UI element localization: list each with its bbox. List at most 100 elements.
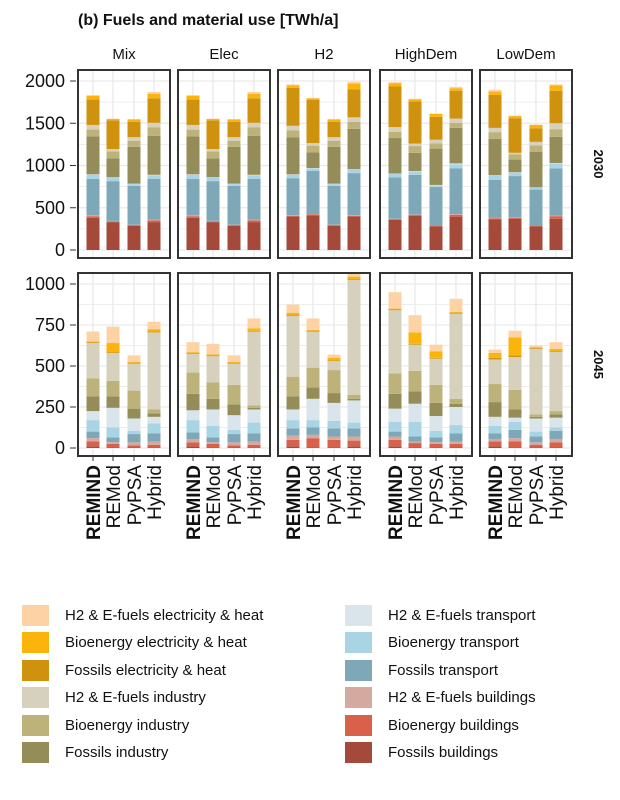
y-axes: 0 500 1000 1500 2000 0 250 500 750 1000 xyxy=(25,71,76,458)
bar-segment-hybrid-bioenergy-electricity-heat xyxy=(449,88,463,91)
bar-segment-remod-bioenergy-industry xyxy=(408,370,422,392)
bar-segment-remind-bioenergy-industry xyxy=(388,131,402,139)
bar-segment-remod-bioenergy-buildings xyxy=(306,438,320,448)
legend-swatch xyxy=(345,714,372,736)
bar-segment-hybrid-bioenergy-transport xyxy=(247,175,261,180)
bar-segment-hybrid-bioenergy-industry xyxy=(449,398,463,404)
bar-segment-pypsa-fossils-industry xyxy=(327,393,341,403)
x-tick-label-remod: REMod xyxy=(104,465,125,528)
bar-segment-pypsa-bioenergy-buildings xyxy=(127,225,141,226)
bar-segment-hybrid-h2-e-fuels-electricity-heat xyxy=(449,298,463,312)
bar-segment-remod-h2-e-fuels-industry xyxy=(206,356,220,383)
bar-segment-remind-fossils-transport xyxy=(286,428,300,436)
bar-segment-remod-bioenergy-electricity-heat xyxy=(106,119,120,121)
year-strips: 2030 2045 xyxy=(591,150,606,379)
bar-segment-remod-bioenergy-electricity-heat xyxy=(206,119,220,121)
legend-swatch xyxy=(22,687,49,708)
bar-segment-hybrid-fossils-transport xyxy=(147,433,161,442)
bar-segment-remod-bioenergy-buildings xyxy=(206,221,220,223)
bar-segment-hybrid-h2-e-fuels-electricity-heat xyxy=(147,91,161,94)
bar-segment-remind-h2-e-fuels-electricity-heat xyxy=(488,89,502,92)
bar-segment-hybrid-fossils-electricity-heat xyxy=(549,90,563,124)
bar-segment-pypsa-h2-e-fuels-industry xyxy=(327,137,341,141)
bar-segment-hybrid-bioenergy-buildings xyxy=(247,444,261,448)
bar-segment-remod-bioenergy-transport xyxy=(106,177,120,182)
facet-panels xyxy=(77,69,573,457)
bar-segment-hybrid-h2-e-fuels-transport xyxy=(449,407,463,426)
bar-segment-hybrid-h2-e-fuels-electricity-heat xyxy=(147,321,161,330)
bar-segment-pypsa-h2-e-fuels-buildings xyxy=(429,442,443,444)
bar-segment-remind-bioenergy-industry xyxy=(86,378,100,397)
bar-segment-hybrid-fossils-industry xyxy=(449,403,463,407)
bar-segment-remod-bioenergy-electricity-heat xyxy=(306,98,320,101)
bar-segment-pypsa-bioenergy-transport xyxy=(429,430,443,438)
bar-segment-remod-bioenergy-buildings xyxy=(306,214,320,216)
legend-label: Bioenergy electricity & heat xyxy=(65,634,247,651)
bar-segment-pypsa-fossils-industry xyxy=(529,151,543,188)
bar-segment-hybrid-h2-e-fuels-buildings xyxy=(449,214,463,215)
bar-segment-remind-fossils-electricity-heat xyxy=(286,87,300,126)
bar-segment-remod-fossils-transport xyxy=(206,181,220,221)
bar-segment-pypsa-bioenergy-industry xyxy=(429,384,443,403)
bar-segment-remod-fossils-transport xyxy=(508,429,522,439)
bar-segment-remind-bioenergy-electricity-heat xyxy=(186,95,200,100)
bar-segment-pypsa-bioenergy-electricity-heat xyxy=(127,361,141,363)
bar-segment-pypsa-bioenergy-industry xyxy=(327,370,341,394)
bar-segment-remod-bioenergy-transport xyxy=(306,168,320,171)
bar-segment-hybrid-fossils-buildings xyxy=(147,447,161,448)
bar-segment-remod-bioenergy-industry xyxy=(106,151,120,159)
bar-segment-remod-h2-e-fuels-industry xyxy=(106,352,120,381)
bar-segment-pypsa-h2-e-fuels-buildings xyxy=(227,442,241,446)
bar-segment-pypsa-h2-e-fuels-electricity-heat xyxy=(327,354,341,358)
bar-segment-hybrid-h2-e-fuels-buildings xyxy=(549,438,563,443)
bar-segment-remod-h2-e-fuels-transport xyxy=(106,407,120,428)
bar-segment-hybrid-bioenergy-electricity-heat xyxy=(549,85,563,91)
bar-segment-pypsa-h2-e-fuels-industry xyxy=(227,137,241,141)
bar-segment-pypsa-bioenergy-buildings xyxy=(227,445,241,448)
bar-segment-remod-bioenergy-transport xyxy=(206,425,220,438)
bar-segment-hybrid-fossils-buildings xyxy=(449,447,463,448)
bar-segment-remind-fossils-transport xyxy=(388,177,402,219)
bar-segment-hybrid-fossils-transport xyxy=(347,428,361,437)
bar-segment-remind-h2-e-fuels-industry xyxy=(286,315,300,377)
legend-item: H2 & E-fuels transport xyxy=(345,602,536,628)
bar-segment-hybrid-fossils-industry xyxy=(147,413,161,417)
x-tick-label-pypsa: PyPSA xyxy=(527,465,548,526)
bar-segment-pypsa-fossils-buildings xyxy=(227,447,241,448)
bar-segment-remind-fossils-industry xyxy=(86,136,100,175)
year-label-2045: 2045 xyxy=(591,350,606,379)
bar-segment-pypsa-fossils-electricity-heat xyxy=(127,121,141,138)
bar-segment-remind-bioenergy-industry xyxy=(286,376,300,397)
bar-segment-hybrid-fossils-transport xyxy=(549,430,563,439)
bar-segment-pypsa-bioenergy-transport xyxy=(127,430,141,435)
legend-label: Bioenergy transport xyxy=(388,634,519,651)
bar-segment-hybrid-h2-e-fuels-transport xyxy=(247,409,261,423)
bar-segment-pypsa-h2-e-fuels-industry xyxy=(227,363,241,385)
bar-segment-hybrid-fossils-transport xyxy=(449,168,463,215)
panel-border xyxy=(277,69,371,259)
bar-segment-remind-fossils-buildings xyxy=(286,216,300,250)
y-tick-label: 500 xyxy=(35,356,65,376)
bar-segment-remod-h2-e-fuels-transport xyxy=(508,417,522,422)
legend-label: Fossils electricity & heat xyxy=(65,661,226,679)
bar-segment-remind-bioenergy-industry xyxy=(86,129,100,137)
bar-segment-pypsa-fossils-industry xyxy=(227,404,241,416)
bar-segment-remind-fossils-transport xyxy=(388,431,402,437)
panel-mix-2030 xyxy=(77,69,171,259)
bar-segment-remod-fossils-buildings xyxy=(408,215,422,250)
bar-segment-remind-h2-e-fuels-buildings xyxy=(186,438,200,443)
bar-segment-remod-h2-e-fuels-industry xyxy=(306,331,320,368)
bar-segment-remind-h2-e-fuels-electricity-heat xyxy=(286,84,300,86)
bar-segment-remind-bioenergy-buildings xyxy=(388,439,402,447)
bar-segment-remind-fossils-buildings xyxy=(388,446,402,448)
bar-segment-pypsa-fossils-transport xyxy=(127,434,141,443)
panel-border xyxy=(77,272,171,457)
bar-segment-hybrid-bioenergy-buildings xyxy=(147,220,161,223)
bar-segment-pypsa-h2-e-fuels-electricity-heat xyxy=(227,355,241,362)
facet-label-elec: Elec xyxy=(209,46,239,63)
bar-segment-pypsa-bioenergy-transport xyxy=(127,184,141,186)
bar-segment-remind-fossils-buildings xyxy=(286,446,300,448)
x-tick-label-pypsa: PyPSA xyxy=(325,465,346,526)
bar-segment-remind-fossils-electricity-heat xyxy=(186,99,200,125)
bar-segment-remind-fossils-electricity-heat xyxy=(488,94,502,128)
